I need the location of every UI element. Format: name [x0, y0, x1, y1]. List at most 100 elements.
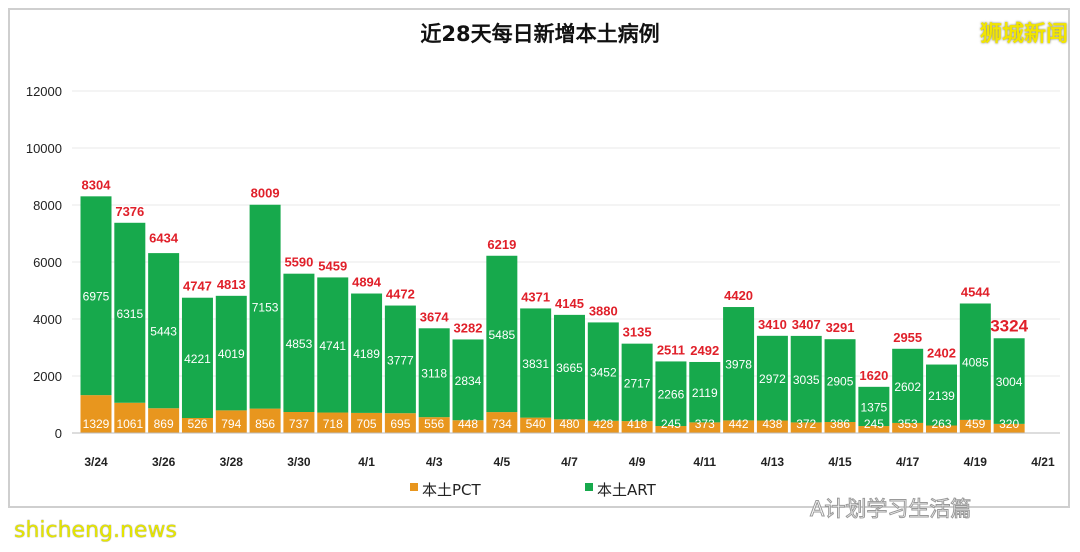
art-data-label: 2139 — [928, 389, 955, 403]
art-data-label: 3978 — [725, 358, 752, 372]
bar-pct — [824, 421, 856, 433]
bar-art — [587, 322, 619, 421]
pct-data-label: 372 — [796, 417, 816, 431]
bar-art — [959, 303, 991, 420]
art-data-label: 2905 — [827, 375, 854, 389]
x-tick-label: 3/28 — [220, 455, 244, 469]
total-data-label: 4894 — [352, 275, 382, 290]
total-data-label: 2492 — [690, 343, 719, 358]
pct-data-label: 737 — [289, 417, 309, 431]
total-data-label: 4747 — [183, 279, 212, 294]
bar-art — [215, 295, 247, 411]
pct-data-label: 556 — [424, 417, 444, 431]
brand-watermark: 狮城新闻 — [979, 22, 1068, 47]
total-data-label: 6434 — [149, 231, 179, 246]
bar-pct — [587, 420, 619, 433]
pct-data-label: 540 — [526, 417, 546, 431]
bar-pct — [959, 419, 991, 433]
x-tick-label: 4/11 — [693, 455, 716, 469]
bar-pct — [351, 412, 383, 433]
bar-pct — [553, 419, 585, 433]
art-data-label: 2602 — [894, 380, 921, 394]
x-tick-label: 4/1 — [358, 455, 375, 469]
bar-art — [756, 335, 788, 421]
pct-data-label: 869 — [154, 417, 174, 431]
pct-data-label: 373 — [695, 417, 715, 431]
bar-pct — [283, 411, 315, 433]
bar-art — [317, 277, 349, 413]
art-data-label: 3004 — [996, 375, 1023, 389]
bar-art — [655, 361, 687, 427]
bar-pct — [756, 420, 788, 433]
legend-label: 本土ART — [597, 481, 657, 499]
total-data-label: 3291 — [826, 320, 855, 335]
bar-pct — [148, 408, 180, 433]
bar-art — [520, 308, 552, 418]
bar-art — [452, 339, 484, 421]
bar-pct — [114, 402, 146, 433]
x-tick-label: 3/26 — [152, 455, 176, 469]
total-data-label: 3135 — [623, 325, 652, 340]
wechat-watermark: A计划学习生活篇 — [809, 497, 972, 522]
x-tick-label: 4/13 — [761, 455, 785, 469]
bar-pct — [317, 412, 349, 433]
pct-data-label: 448 — [458, 417, 478, 431]
art-data-label: 3035 — [793, 373, 820, 387]
total-data-label: 8304 — [82, 177, 112, 192]
pct-data-label: 442 — [729, 417, 749, 431]
legend-swatch — [585, 483, 593, 491]
bar-pct — [621, 421, 653, 433]
legend-swatch — [410, 483, 418, 491]
total-data-label: 3674 — [420, 309, 450, 324]
bar-pct — [215, 410, 247, 433]
pct-data-label: 718 — [323, 417, 343, 431]
chart-title: 近28天每日新增本土病例 — [420, 22, 660, 46]
bar-art — [689, 361, 721, 423]
pct-data-label: 263 — [931, 417, 951, 431]
x-tick-label: 3/30 — [287, 455, 311, 469]
bar-pct — [858, 426, 890, 433]
x-tick-label: 4/5 — [493, 455, 510, 469]
total-data-label: 2955 — [893, 330, 922, 345]
bar-art — [148, 253, 180, 409]
bar-art — [926, 364, 957, 426]
bar-pct — [993, 423, 1025, 433]
pct-data-label: 734 — [492, 417, 512, 431]
x-tick-label: 4/3 — [426, 455, 443, 469]
bar-pct — [723, 420, 755, 433]
x-tick-label: 4/15 — [828, 455, 852, 469]
art-data-label: 3118 — [421, 367, 447, 381]
bar-art — [249, 204, 281, 409]
bar-art — [181, 297, 213, 419]
pct-data-label: 480 — [559, 417, 579, 431]
x-tick-label: 4/17 — [896, 455, 920, 469]
bar-pct — [892, 422, 924, 433]
pct-data-label: 245 — [661, 417, 681, 431]
total-data-label: 3407 — [792, 317, 821, 332]
y-tick-label: 4000 — [33, 312, 62, 327]
y-tick-label: 2000 — [33, 369, 62, 384]
bar-pct — [80, 395, 112, 433]
y-tick-label: 0 — [55, 426, 62, 441]
pct-data-label: 526 — [187, 417, 207, 431]
art-data-label: 2717 — [624, 376, 651, 390]
bar-art — [723, 307, 755, 421]
x-tick-label: 4/7 — [561, 455, 578, 469]
bar-art — [790, 335, 822, 423]
bar-pct — [181, 418, 213, 433]
bar-art — [384, 305, 416, 414]
bar-art — [993, 338, 1025, 424]
total-data-label: 7376 — [115, 204, 144, 219]
pct-data-label: 386 — [830, 417, 850, 431]
pct-data-label: 320 — [999, 417, 1019, 431]
pct-data-label: 418 — [627, 417, 647, 431]
art-data-label: 2119 — [692, 386, 718, 400]
total-data-label: 4371 — [521, 289, 550, 304]
bar-art — [80, 196, 112, 396]
pct-data-label: 438 — [762, 417, 782, 431]
pct-data-label: 353 — [898, 417, 918, 431]
art-data-label: 4019 — [218, 347, 245, 361]
pct-data-label: 705 — [357, 417, 377, 431]
